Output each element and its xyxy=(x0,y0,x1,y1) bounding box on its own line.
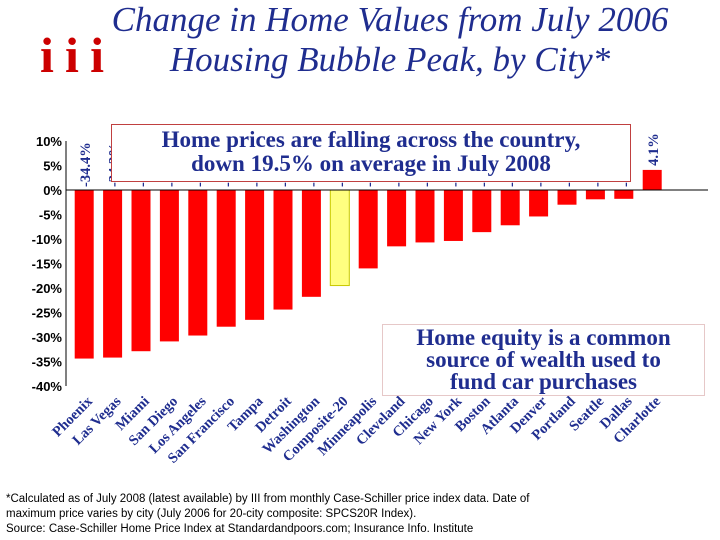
y-tick-label: 0% xyxy=(43,183,62,198)
bar-san-diego xyxy=(159,190,179,342)
callout-average-decline-line2: down 19.5% on average in July 2008 xyxy=(191,151,551,176)
callout-home-equity-line1: Home equity is a common xyxy=(416,325,671,350)
bar-minneapolis xyxy=(358,190,378,269)
bar-composite-20 xyxy=(329,189,350,287)
y-tick-label: -35% xyxy=(32,355,63,370)
callout-average-decline: Home prices are falling across the count… xyxy=(111,124,631,182)
bar-phoenix xyxy=(74,190,94,359)
bar-new-york xyxy=(443,190,463,241)
footnote-line3: Source: Case-Schiller Home Price Index a… xyxy=(6,523,474,535)
bar-tampa xyxy=(245,190,265,320)
bar-portland xyxy=(557,190,577,205)
footnote-line1: *Calculated as of July 2008 (latest avai… xyxy=(6,493,530,505)
bar-san-francisco xyxy=(216,190,236,327)
y-tick-label: -15% xyxy=(32,257,63,272)
callout-home-equity-line3: fund car purchases xyxy=(449,369,638,394)
iii-logo-text: iii xyxy=(40,34,104,78)
y-tick-label: 5% xyxy=(43,159,62,174)
chart-title-line2: Housing Bubble Peak, by City* xyxy=(169,40,611,79)
bar-miami xyxy=(131,190,151,352)
footnote: *Calculated as of July 2008 (latest avai… xyxy=(6,492,718,537)
iii-logo-icon: iii xyxy=(40,34,104,78)
chart-title-line1: Change in Home Values from July 2006 xyxy=(111,0,669,39)
callout-home-equity: Home equity is a common source of wealth… xyxy=(382,324,705,396)
bar-seattle xyxy=(585,190,605,200)
y-tick-label: -40% xyxy=(32,379,63,394)
bar-denver xyxy=(529,190,549,217)
y-tick-label: -5% xyxy=(39,208,63,223)
callout-home-equity-line2: source of wealth used to xyxy=(426,347,661,372)
y-tick-label: -30% xyxy=(32,330,63,345)
chart-title: Change in Home Values from July 2006 Hou… xyxy=(60,0,720,80)
y-tick-label: -10% xyxy=(32,232,63,247)
data-label: -34.4% xyxy=(78,142,94,187)
callout-average-decline-line1: Home prices are falling across the count… xyxy=(161,127,581,152)
bar-los-angeles xyxy=(188,190,208,336)
footnote-line2: maximum price varies by city (July 2006 … xyxy=(6,508,417,520)
bar-chicago xyxy=(415,190,435,243)
bar-cleveland xyxy=(387,190,407,247)
bar-detroit xyxy=(273,190,293,310)
bar-boston xyxy=(472,190,492,233)
bar-charlotte xyxy=(642,169,662,190)
bar-washington xyxy=(301,190,321,297)
y-tick-label: -20% xyxy=(32,281,63,296)
bar-atlanta xyxy=(500,190,520,226)
bar-dallas xyxy=(614,190,634,199)
data-label: 4.1% xyxy=(646,133,662,166)
y-tick-label: 10% xyxy=(36,134,62,149)
y-tick-label: -25% xyxy=(32,306,63,321)
bar-las-vegas xyxy=(103,190,123,358)
